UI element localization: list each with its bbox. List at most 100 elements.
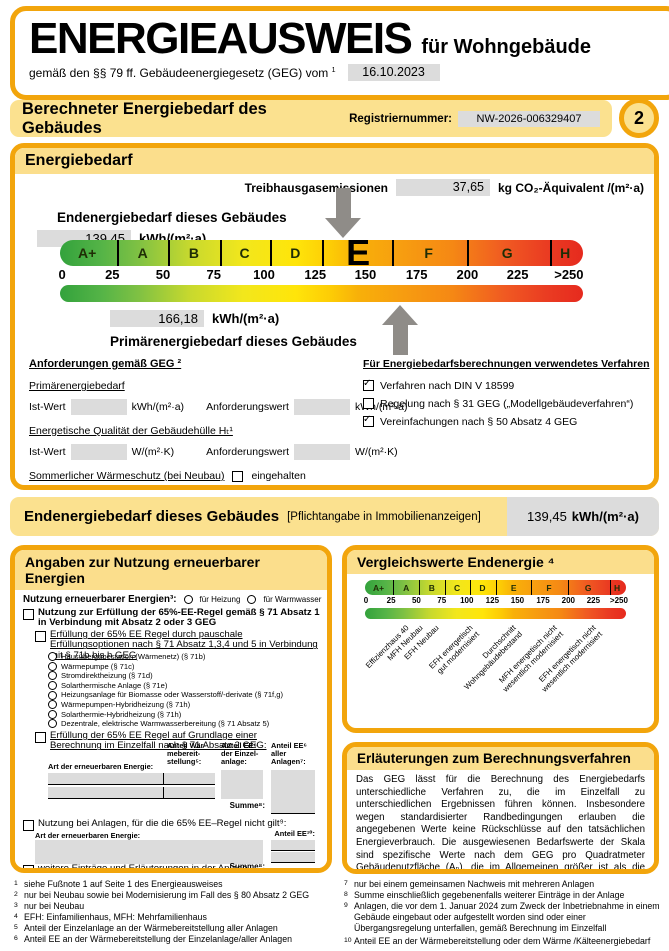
treibhausgas-value-field[interactable]: 37,65 [395, 179, 490, 196]
checkbox-weitere-eintraege[interactable] [23, 865, 34, 868]
radio-ee-option[interactable] [48, 690, 57, 700]
document-header: ENERGIEAUSWEIS für Wohngebäude gemäß den… [10, 6, 669, 100]
scale-tick [322, 240, 325, 266]
col-waerme-header: Anteil Wär-mebereit-stellung⁵: [167, 741, 207, 767]
sommer-row: Sommerlicher Wärmeschutz (bei Neubau) ei… [29, 470, 306, 482]
primaer-anforderungswert-field[interactable] [293, 399, 350, 415]
ist-wert-label: Ist-Wert [29, 401, 66, 413]
anteil-ee-field[interactable] [271, 852, 315, 863]
unit-label: W/(m²·K) [131, 446, 175, 458]
scale-tick [568, 580, 570, 595]
registry-number-field[interactable]: NW-2026-006329407 [458, 110, 600, 127]
radio-warmwasser[interactable] [247, 595, 257, 604]
ee-option-label: Stromdirektheizung (§ 71d) [61, 671, 153, 681]
scale-letter: F [546, 582, 552, 593]
scale-tick-label: 50 [411, 596, 421, 605]
cb-pauschal-row: Erfüllung der 65% EE Regel durch pauscha… [35, 629, 323, 661]
scale-tick [466, 240, 469, 266]
scale-letter: D [290, 245, 301, 261]
checkbox-65-ee-regel[interactable] [23, 609, 34, 620]
checkbox-vereinfachungen-checked[interactable] [363, 414, 374, 427]
radio-heizung[interactable] [183, 595, 193, 604]
scale-tick [469, 580, 471, 595]
scale-tick [393, 580, 395, 595]
ee-option-label: Wärmepumpen-Hybridheizung (§ 71h) [61, 699, 191, 709]
radio-ee-option[interactable] [48, 671, 57, 681]
table-divider [163, 787, 164, 798]
sommer-option-label: eingehalten [251, 470, 306, 482]
scale-tick-label: 25 [105, 267, 120, 282]
energie-art-row-field[interactable] [48, 787, 215, 799]
footnote: 8 Summe einschließlich gegebenenfalls wei… [344, 889, 625, 900]
verfahren-item: Vereinfachungen nach § 50 Absatz 4 GEG [363, 414, 577, 428]
huelle-anforderungswert-field[interactable] [294, 444, 351, 460]
checkbox-modellgebaeude[interactable] [363, 398, 374, 409]
treibhausgas-row: Treibhausgasemissionen 37,65 kg CO₂-Äqui… [245, 179, 644, 196]
arrow-shaft [392, 325, 408, 355]
energie-art-row-field[interactable] [48, 773, 215, 785]
radio-ee-option[interactable] [48, 709, 57, 719]
scale-tick [444, 580, 446, 595]
sommer-checkbox[interactable] [232, 470, 244, 482]
panel-erneuerbare-body: Nutzung erneuerbarer Energien³: für Heiz… [15, 590, 327, 868]
scale-letter: B [188, 245, 199, 261]
footnote: 1 siehe Fußnote 1 auf Seite 1 des Energie… [14, 879, 223, 889]
panel-erlaeuterungen: Erläuterungen zum Berechnungsverfahren D… [342, 742, 659, 874]
vergleich-tick-labels: 0 25 50 75 100 125 150 175 200 225 >250 [363, 596, 628, 606]
page-title: ENERGIEAUSWEIS [29, 14, 413, 63]
anteil-ee-field[interactable] [271, 840, 315, 851]
scale-tick [550, 240, 553, 266]
treibhausgas-label: Treibhausgasemissionen [244, 180, 388, 195]
endenergie-banner-note: [Pflichtangabe in Immobilienanzeigen] [287, 510, 481, 523]
cb-weitere-row: weitere Einträge und Erläuterungen in de… [23, 863, 263, 868]
ee-alle-field[interactable] [271, 770, 315, 813]
radio-ee-option[interactable] [48, 719, 57, 729]
endenergie-banner-value-box: 139,45 kWh/(m²·a) [507, 497, 659, 536]
issue-date-field[interactable]: 16.10.2023 [347, 64, 440, 81]
scale-tick-label: 225 [586, 596, 601, 605]
scale-letter: A+ [373, 582, 385, 593]
ee-einzel-field[interactable] [221, 770, 263, 799]
nutzung-row: Nutzung erneuerbarer Energien³: für Heiz… [23, 594, 321, 605]
scale-tick [220, 240, 223, 266]
energie-art-field-2[interactable] [35, 840, 263, 864]
huelle-ist-wert-field[interactable] [70, 444, 127, 460]
primaerenergie-value-field[interactable]: 166,18 [110, 310, 204, 327]
panel-vergleichswerte-title: Vergleichswerte Endenergie ⁴ [347, 550, 654, 574]
radio-warmwasser-label: für Warmwasser [263, 595, 322, 604]
endenergie-banner: Endenergiebedarf dieses Gebäudes [Pflich… [10, 497, 659, 536]
ee-option-label: Dezentrale, elektrische Warmwasserbereit… [61, 719, 270, 729]
endenergie-banner-unit: kWh/(m²·a) [571, 509, 639, 524]
radio-ee-option[interactable] [48, 661, 57, 671]
checkbox-65-nicht-gilt[interactable] [23, 820, 34, 831]
panel-energiebedarf-title: Energiebedarf [15, 148, 654, 174]
scale-tick [117, 240, 119, 266]
footnote: 6 Anteil EE an der Wärmebereitstellung de… [14, 933, 292, 944]
scale-tick-label: 0 [363, 596, 369, 605]
primaer-ist-wert-field[interactable] [70, 399, 127, 415]
anforderungswert-label: Anforderungswert [206, 401, 289, 413]
checkbox-pauschale-optionen[interactable] [35, 631, 46, 642]
banner-title: Berechneter Energiebedarf des Gebäudes [22, 99, 267, 137]
scale-tick-labels: 0 25 50 75 100 125 150 175 200 225 >250 [58, 267, 583, 282]
radio-ee-option[interactable] [48, 652, 57, 662]
radio-ee-option[interactable] [48, 681, 57, 691]
page-number-badge: 2 [619, 98, 659, 138]
checkbox-einzelfall-berechnung[interactable] [35, 732, 46, 743]
panel-vergleichswerte-body: A+ A B C D E F G H 0 25 50 75 100 125 [347, 574, 654, 721]
ee-option-label: Hausübergabestation (Wärmenetz) (§ 71b) [61, 652, 206, 661]
primaer-ist-row: Ist-Wert kWh/(m²·a) Anforderungswert kWh… [29, 399, 407, 415]
verfahren-item: Verfahren nach DIN V 18599 [363, 378, 514, 392]
scale-letter: D [479, 582, 486, 593]
radio-ee-option[interactable] [48, 700, 57, 710]
vergleich-scale-band: A+ A B C D E F G H [365, 580, 626, 595]
footnote: 2 nur bei Neubau sowie bei Modernisierung… [14, 889, 310, 900]
unit-label: W/(m²·K) [355, 446, 398, 458]
footnote: 5 Anteil der Einzelanlage an der Wärmeber… [14, 922, 278, 933]
scale-tick-label: 100 [460, 596, 474, 605]
art-energie-label-2: Art der erneuerbaren Energie: [35, 831, 141, 840]
scale-tick [392, 240, 395, 266]
checkbox-din18599-checked[interactable] [363, 378, 374, 391]
scale-tick-label: 175 [405, 267, 428, 282]
summe-underline [271, 813, 315, 814]
